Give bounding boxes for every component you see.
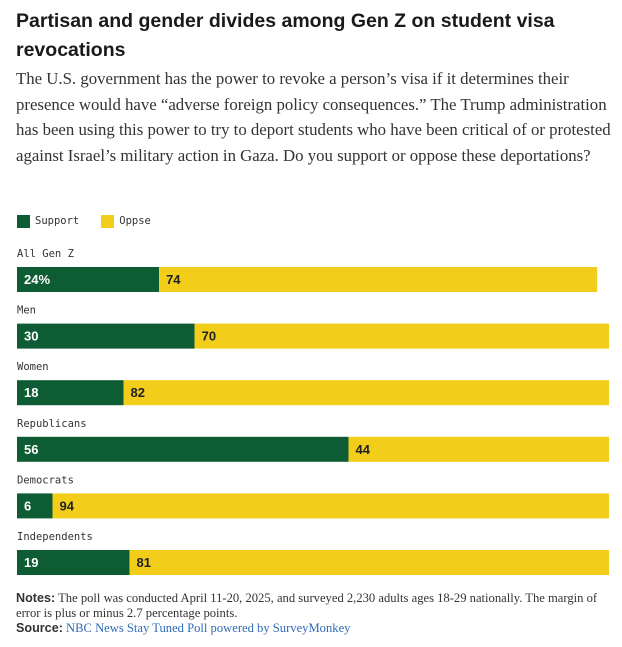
legend-label-support: Support xyxy=(35,215,80,227)
data-label-oppose: 74 xyxy=(166,272,181,287)
bar-oppose xyxy=(194,323,609,349)
legend-swatch-oppose xyxy=(101,214,115,228)
data-label-oppose: 81 xyxy=(136,555,150,570)
source-link[interactable]: NBC News Stay Tuned Poll powered by Surv… xyxy=(66,621,351,635)
data-label-support: 24% xyxy=(24,272,50,287)
legend-label-oppose: Oppse xyxy=(119,215,151,227)
category-label: Independents xyxy=(17,531,93,543)
data-label-oppose: 70 xyxy=(202,329,216,344)
footnotes: Notes: The poll was conducted April 11-2… xyxy=(16,591,612,636)
data-label-support: 18 xyxy=(24,385,38,400)
bar-oppose xyxy=(123,380,609,406)
notes-text: The poll was conducted April 11-20, 2025… xyxy=(16,591,598,620)
bar-oppose xyxy=(159,267,598,292)
legend: Support Oppse xyxy=(17,213,173,229)
chart-subtitle: The U.S. government has the power to rev… xyxy=(16,69,611,166)
legend-swatch-support xyxy=(17,214,30,228)
legend-item-oppose: Oppse xyxy=(101,214,151,228)
bar-oppose xyxy=(129,550,610,575)
source-line: Source: NBC News Stay Tuned Poll powered… xyxy=(16,621,612,636)
notes-line: Notes: The poll was conducted April 11-2… xyxy=(16,591,612,621)
legend-item-support: Support xyxy=(17,214,80,228)
bar-support xyxy=(17,436,349,462)
data-label-support: 19 xyxy=(24,555,38,570)
bar-support xyxy=(17,493,53,519)
category-label: Republicans xyxy=(17,418,87,430)
category-label: All Gen Z xyxy=(17,248,74,260)
data-label-oppose: 44 xyxy=(356,442,371,457)
data-label-support: 6 xyxy=(24,498,31,513)
bar-oppose xyxy=(348,436,609,462)
bar-oppose xyxy=(52,493,609,519)
category-label: Democrats xyxy=(17,474,74,486)
category-label: Men xyxy=(17,305,36,317)
bar-support xyxy=(17,550,130,575)
bar-support xyxy=(17,323,195,349)
data-label-oppose: 82 xyxy=(131,385,145,400)
data-label-oppose: 94 xyxy=(60,498,75,513)
notes-label: Notes: xyxy=(16,591,56,605)
data-label-support: 30 xyxy=(24,329,38,344)
stacked-bar-chart: All Gen Z 24% 74 Men 30 70 Women 18 82 Republican… xyxy=(17,248,610,575)
source-label: Source: xyxy=(16,621,63,635)
bar-support xyxy=(17,267,160,292)
data-label-support: 56 xyxy=(24,442,38,457)
category-label: Women xyxy=(17,361,49,373)
chart-title: Partisan and gender divides among Gen Z … xyxy=(16,10,555,61)
bar-support xyxy=(17,380,124,406)
